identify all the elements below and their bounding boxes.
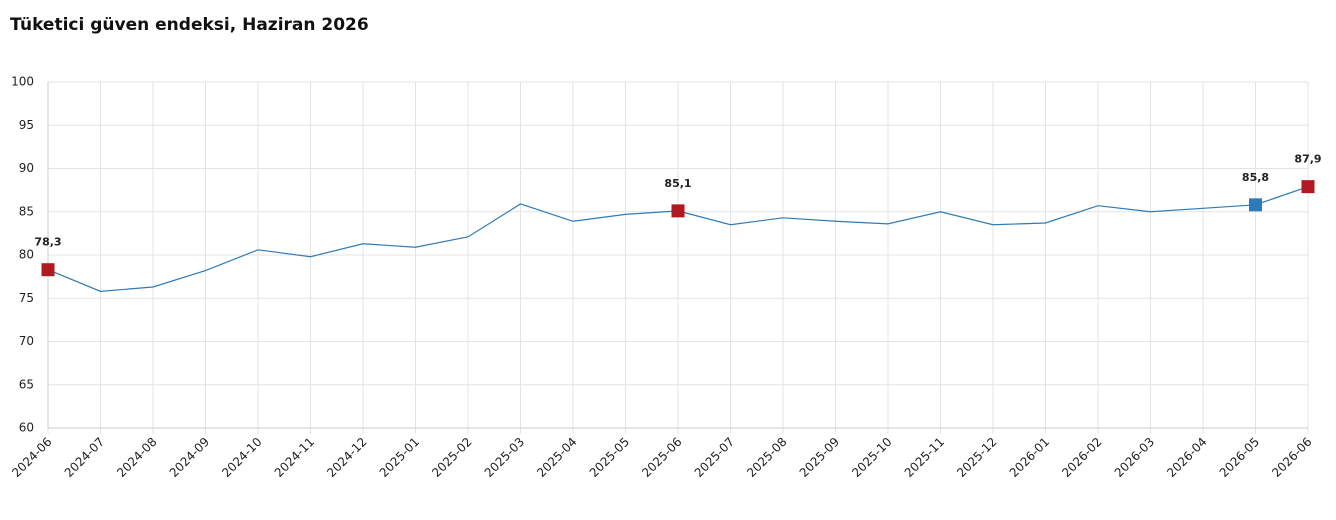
- x-tick-label: 2024-07: [62, 435, 107, 480]
- value-label: 85,1: [664, 177, 691, 190]
- x-tick-label: 2025-01: [377, 435, 422, 480]
- x-tick-label: 2024-12: [324, 435, 369, 480]
- x-tick-label: 2025-06: [639, 435, 684, 480]
- x-tick-label: 2026-03: [1112, 435, 1157, 480]
- y-tick-label: 90: [19, 161, 34, 175]
- y-tick-label: 60: [19, 421, 34, 435]
- value-label: 85,8: [1242, 171, 1269, 184]
- x-tick-label: 2025-07: [692, 435, 737, 480]
- y-tick-label: 100: [11, 75, 34, 89]
- x-tick-label: 2025-04: [534, 435, 579, 480]
- x-tick-label: 2024-09: [167, 435, 212, 480]
- x-tick-label: 2026-01: [1007, 435, 1052, 480]
- value-label: 78,3: [34, 236, 61, 249]
- x-tick-label: 2024-11: [272, 435, 317, 480]
- x-tick-label: 2026-06: [1269, 435, 1314, 480]
- x-tick-label: 2024-10: [219, 435, 264, 480]
- x-tick-label: 2025-10: [849, 435, 894, 480]
- x-tick-label: 2025-11: [902, 435, 947, 480]
- marker: [1249, 198, 1262, 212]
- y-tick-label: 75: [19, 291, 34, 305]
- x-tick-label: 2026-05: [1217, 435, 1262, 480]
- x-tick-label: 2026-02: [1059, 435, 1104, 480]
- marker: [41, 263, 55, 277]
- x-tick-label: 2025-05: [587, 435, 632, 480]
- x-tick-label: 2025-03: [482, 435, 527, 480]
- marker: [1301, 180, 1315, 194]
- x-tick-label: 2026-04: [1164, 435, 1209, 480]
- x-tick-label: 2025-02: [429, 435, 474, 480]
- y-tick-label: 85: [19, 204, 34, 218]
- marker: [671, 204, 685, 218]
- x-tick-label: 2025-09: [797, 435, 842, 480]
- x-tick-label: 2025-08: [744, 435, 789, 480]
- y-tick-label: 65: [19, 377, 34, 391]
- y-tick-label: 70: [19, 334, 34, 348]
- y-tick-label: 80: [19, 248, 34, 262]
- x-tick-label: 2024-08: [114, 435, 159, 480]
- value-label: 87,9: [1294, 153, 1321, 166]
- x-tick-label: 2024-06: [9, 435, 54, 480]
- x-tick-label: 2025-12: [954, 435, 999, 480]
- chart-title: Tüketici güven endeksi, Haziran 2026: [10, 15, 369, 35]
- y-tick-label: 95: [19, 118, 34, 132]
